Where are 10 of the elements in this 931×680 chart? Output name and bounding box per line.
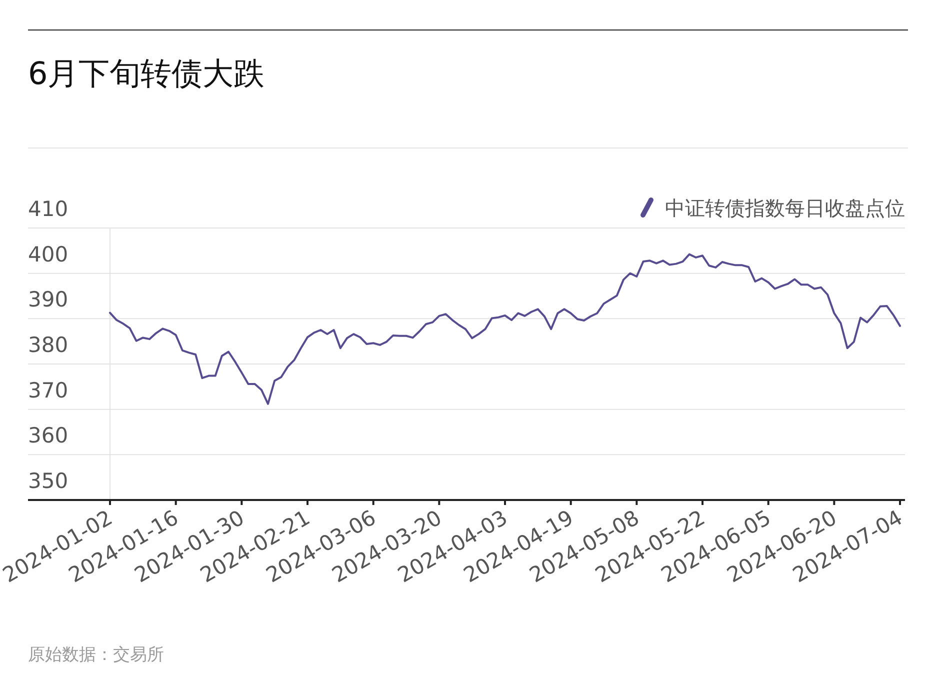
y-tick-label: 360 xyxy=(28,424,68,448)
y-tick-label: 370 xyxy=(28,378,68,402)
y-tick-label: 390 xyxy=(28,288,68,312)
chart-title: 6月下旬转债大跌 xyxy=(28,56,265,92)
y-tick-label: 380 xyxy=(28,333,68,357)
y-tick-label: 410 xyxy=(28,197,68,221)
text: 原始数据：交易所 xyxy=(28,645,164,665)
legend-label: 中证转债指数每日收盘点位 xyxy=(665,196,905,220)
y-tick-label: 350 xyxy=(28,469,68,493)
y-tick-label: 400 xyxy=(28,242,68,266)
